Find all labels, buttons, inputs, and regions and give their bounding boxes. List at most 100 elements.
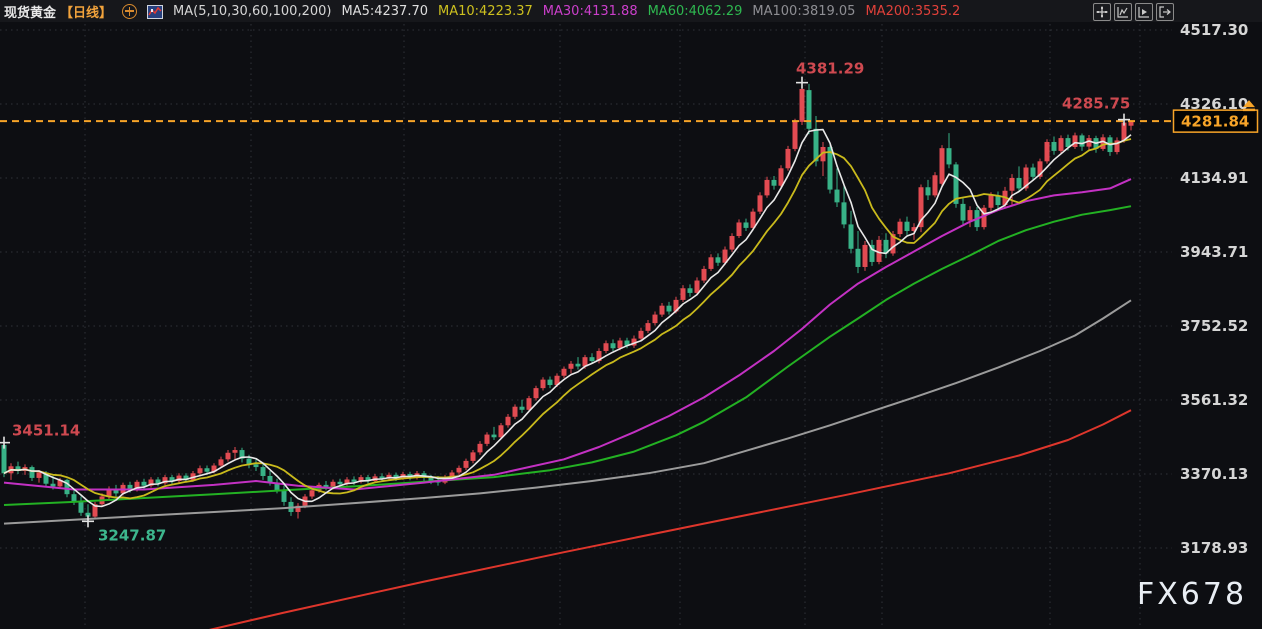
candle-body (610, 343, 616, 349)
candle-body (729, 236, 735, 250)
candle-body (666, 305, 672, 312)
candle-body (225, 452, 231, 460)
candle-body (582, 357, 588, 367)
candle-body (169, 477, 175, 482)
candle-body (918, 187, 924, 228)
price-axis: 4517.30 4326.10 4134.91 3943.71 3752.52 3561.… (1180, 21, 1248, 557)
axis-tick-label: 3178.93 (1180, 539, 1248, 557)
candle-body (617, 340, 623, 349)
candle-body (701, 268, 707, 281)
candle-body (1072, 135, 1078, 148)
candle-body (386, 474, 392, 479)
candle-body (960, 203, 966, 221)
scroll-to-latest-icon (1243, 108, 1255, 112)
candle-body (281, 490, 287, 502)
candle-body (841, 202, 847, 225)
candle-body (785, 148, 791, 169)
candle-body (876, 239, 882, 262)
axis-tick-label: 3943.71 (1180, 243, 1248, 261)
ma5-line (3, 128, 1132, 508)
axis-tick-label: 3370.13 (1180, 465, 1248, 483)
ma-settings-label[interactable]: MA(5,10,30,60,100,200) (173, 3, 332, 19)
candle-body (820, 147, 826, 162)
candle-body (85, 512, 91, 517)
candle-body (71, 494, 77, 502)
candle-body (1128, 121, 1134, 126)
symbol-name: 现货黄金 (4, 5, 57, 21)
candle-body (869, 244, 875, 262)
exit-chart-tool-icon[interactable] (1156, 3, 1174, 21)
candle-body (771, 179, 777, 186)
candle-body (295, 505, 301, 512)
candle-body (834, 189, 840, 203)
candle-body (323, 484, 329, 488)
candle-body (596, 350, 602, 362)
ma200-value: MA200:3535.2 (865, 3, 961, 19)
candlestick-mini-icon[interactable] (147, 4, 164, 19)
add-indicator-icon[interactable] (122, 3, 138, 19)
candle-body (491, 434, 497, 438)
candle-body (631, 338, 637, 346)
candle-body (792, 121, 798, 149)
candle-body (561, 368, 567, 376)
axis-tick-label: 4326.10 (1180, 95, 1248, 113)
candle-body (1030, 167, 1036, 177)
ma200-line (208, 409, 1132, 629)
ma5-value: MA5:4237.70 (341, 3, 428, 19)
candle-body (736, 222, 742, 237)
candle-body (477, 443, 483, 453)
candle-body (624, 340, 630, 346)
candle-body (1114, 140, 1120, 153)
ma10-line (3, 138, 1132, 500)
candle-body (750, 211, 756, 228)
candle-body (757, 195, 763, 212)
candle-body (92, 504, 98, 517)
candle-body (1037, 161, 1043, 177)
candle-body (946, 148, 952, 165)
candle-body (232, 450, 238, 453)
candle-body (379, 476, 385, 479)
ma100-value: MA100:3819.05 (752, 3, 856, 19)
candle-body (428, 477, 434, 482)
candle-body (176, 475, 182, 482)
candle-body (575, 363, 581, 367)
last-price-value: 4281.84 (1181, 113, 1249, 131)
candle-body (1058, 138, 1064, 151)
candle-body (498, 425, 504, 438)
candle-body (1016, 177, 1022, 189)
candle-body (64, 479, 70, 495)
annotations-layer: 3451.14 3247.87 4381.29 4285.75 (0, 60, 1130, 544)
candle-body (78, 501, 84, 513)
axis-tick-label: 4134.91 (1180, 169, 1248, 187)
last-price-box-frame (1172, 109, 1259, 133)
candle-body (365, 477, 371, 482)
candle-body (106, 489, 112, 497)
price-annotation: 3451.14 (12, 422, 80, 440)
candle-body (659, 305, 665, 315)
candle-body (239, 450, 245, 459)
candle-body (148, 479, 154, 486)
candle-body (393, 474, 399, 478)
candle-body (1023, 167, 1029, 189)
price-scale-tool-icon[interactable] (1114, 3, 1132, 21)
candle-body (134, 481, 140, 490)
candle-body (57, 479, 63, 487)
crosshair-tool-icon[interactable] (1093, 3, 1111, 21)
candle-body (1044, 141, 1050, 162)
scroll-to-latest-icon (1243, 100, 1255, 108)
candle-body (155, 479, 161, 484)
auto-scroll-tool-icon[interactable] (1135, 3, 1153, 21)
candle-body (351, 479, 357, 482)
price-annotation: 4285.75 (1062, 95, 1130, 113)
candle-body (29, 467, 35, 478)
candle-body (939, 148, 945, 184)
candle-body (505, 416, 511, 426)
candle-body (603, 343, 609, 351)
candle-body (848, 224, 854, 249)
timeframe-label[interactable]: 【日线】 (60, 5, 113, 21)
candle-body (799, 88, 805, 122)
candle-body (988, 195, 994, 208)
candle-body (260, 467, 266, 476)
candle-body (932, 175, 938, 196)
